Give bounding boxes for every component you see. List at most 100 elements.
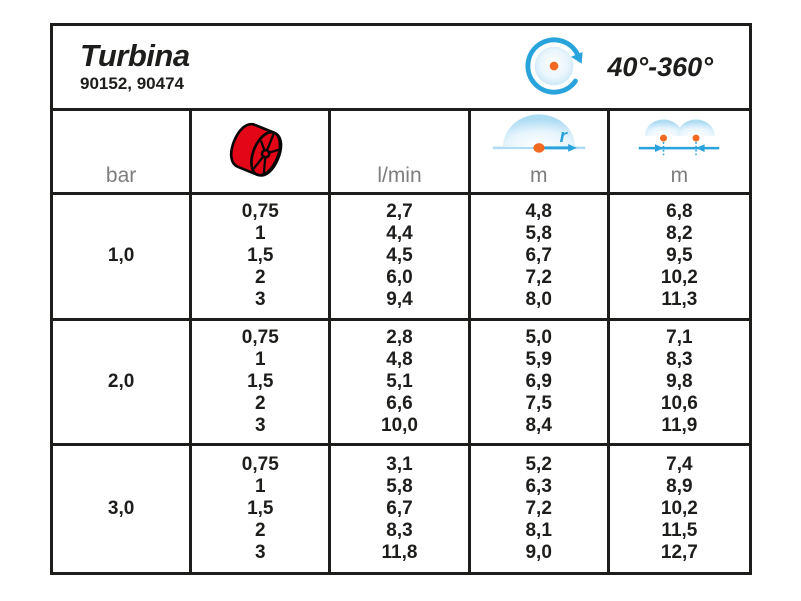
header-cell-nozzle	[192, 111, 332, 195]
value: 11,8	[381, 542, 418, 564]
value: 10,2	[660, 267, 698, 289]
value: 7,4	[666, 454, 693, 476]
value: 6,7	[525, 245, 552, 267]
nozzle-values-cell: 0,75 1 1,5 2 3	[192, 320, 332, 447]
value: 3,1	[386, 454, 413, 476]
header-cell-spacing: m	[609, 111, 749, 195]
value: 2,8	[386, 326, 413, 348]
value: 0,75	[241, 201, 279, 223]
header-cell-pressure: bar	[53, 111, 193, 195]
value: 8,0	[525, 289, 552, 311]
spacing-values-cell: 7,1 8,3 9,8 10,6 11,9	[609, 321, 749, 447]
pressure-cell: 1,0	[53, 195, 193, 321]
data-grid: bar l/min	[53, 111, 749, 572]
value: 4,5	[386, 245, 413, 267]
sprinkler-spacing-icon	[639, 119, 720, 156]
value: 9,4	[386, 289, 413, 311]
value: 4,8	[386, 348, 413, 370]
radius-letter: r	[559, 125, 568, 146]
value: 6,9	[525, 370, 552, 392]
nozzle-values-cell: 0,75 1 1,5 2 3	[192, 446, 332, 572]
value: 8,1	[525, 520, 552, 542]
radius-values-cell: 4,8 5,8 6,7 7,2 8,0	[470, 195, 610, 321]
value: 2	[255, 392, 266, 414]
value: 8,9	[666, 476, 693, 498]
throw-radius-icon: r	[492, 114, 585, 153]
header-cell-flow: l/min	[331, 111, 471, 195]
value: 2	[255, 267, 266, 289]
spacing-values-cell: 6,8 8,2 9,5 10,2 11,3	[609, 195, 749, 321]
pressure-value: 2,0	[107, 370, 135, 392]
flow-values-cell: 2,8 4,8 5,1 6,6 10,0	[331, 320, 471, 447]
title-group: Turbina 90152, 90474	[80, 37, 523, 95]
value: 8,3	[666, 348, 693, 370]
pressure-cell: 2,0	[53, 320, 193, 447]
value: 1,5	[247, 370, 274, 392]
spacing-unit-label: m	[670, 164, 689, 187]
product-codes: 90152, 90474	[80, 74, 184, 94]
value: 6,6	[386, 392, 413, 414]
flow-unit-label: l/min	[377, 164, 422, 187]
rotation-range: 40°-360°	[607, 51, 713, 82]
radius-unit-label: m	[529, 164, 548, 187]
pressure-cell: 3,0	[53, 446, 193, 572]
flow-values-cell: 2,7 4,4 4,5 6,0 9,4	[331, 195, 471, 321]
pressure-value: 3,0	[107, 498, 135, 520]
product-title: Turbina	[80, 37, 190, 73]
value: 10,6	[660, 392, 698, 414]
value: 10,0	[381, 414, 418, 436]
value: 3	[255, 289, 266, 311]
header-cell-radius: r m	[470, 111, 610, 195]
value: 7,2	[525, 267, 552, 289]
nozzle-values-cell: 0,75 1 1,5 2 3	[192, 195, 332, 321]
value: 5,1	[386, 370, 413, 392]
value: 5,8	[525, 223, 552, 245]
value: 12,7	[660, 542, 698, 564]
spec-table: Turbina 90152, 90474 40°-360°	[50, 23, 752, 575]
pressure-unit-label: bar	[105, 164, 137, 187]
value: 7,2	[525, 498, 552, 520]
value: 5,9	[525, 348, 552, 370]
nozzle-icon	[230, 122, 283, 177]
title-row: Turbina 90152, 90474 40°-360°	[53, 26, 749, 111]
value: 8,3	[386, 520, 413, 542]
rotation-arrow-icon	[525, 37, 583, 95]
value: 5,2	[525, 454, 552, 476]
radius-values-cell: 5,2 6,3 7,2 8,1 9,0	[471, 446, 610, 572]
value: 6,0	[386, 267, 413, 289]
value: 0,75	[241, 454, 279, 476]
value: 8,2	[666, 223, 693, 245]
value: 11,9	[661, 414, 698, 436]
value: 4,4	[386, 223, 413, 245]
value: 2	[255, 520, 266, 542]
value: 2,7	[386, 201, 413, 223]
value: 1,5	[247, 498, 274, 520]
flow-values-cell: 3,1 5,8 6,7 8,3 11,8	[331, 446, 471, 572]
value: 1	[255, 223, 266, 245]
value: 4,8	[525, 201, 552, 223]
value: 8,4	[525, 414, 552, 436]
radius-values-cell: 5,0 5,9 6,9 7,5 8,4	[470, 320, 610, 447]
value: 1	[255, 348, 266, 370]
value: 6,7	[386, 498, 413, 520]
value: 3	[255, 542, 266, 564]
value: 5,8	[386, 476, 413, 498]
value: 1,5	[247, 245, 274, 267]
value: 9,8	[666, 370, 693, 392]
value: 6,3	[525, 476, 552, 498]
spacing-values-cell: 7,4 8,9 10,2 11,5 12,7	[610, 446, 749, 572]
pressure-value: 1,0	[107, 245, 135, 267]
value: 5,0	[525, 326, 552, 348]
value: 0,75	[241, 326, 279, 348]
value: 9,5	[666, 245, 693, 267]
value: 11,5	[661, 520, 698, 542]
value: 11,3	[661, 289, 698, 311]
value: 10,2	[660, 498, 698, 520]
value: 3	[255, 414, 266, 436]
value: 6,8	[666, 201, 693, 223]
value: 7,5	[525, 392, 552, 414]
value: 1	[255, 476, 266, 498]
value: 9,0	[525, 542, 552, 564]
value: 7,1	[666, 326, 693, 348]
